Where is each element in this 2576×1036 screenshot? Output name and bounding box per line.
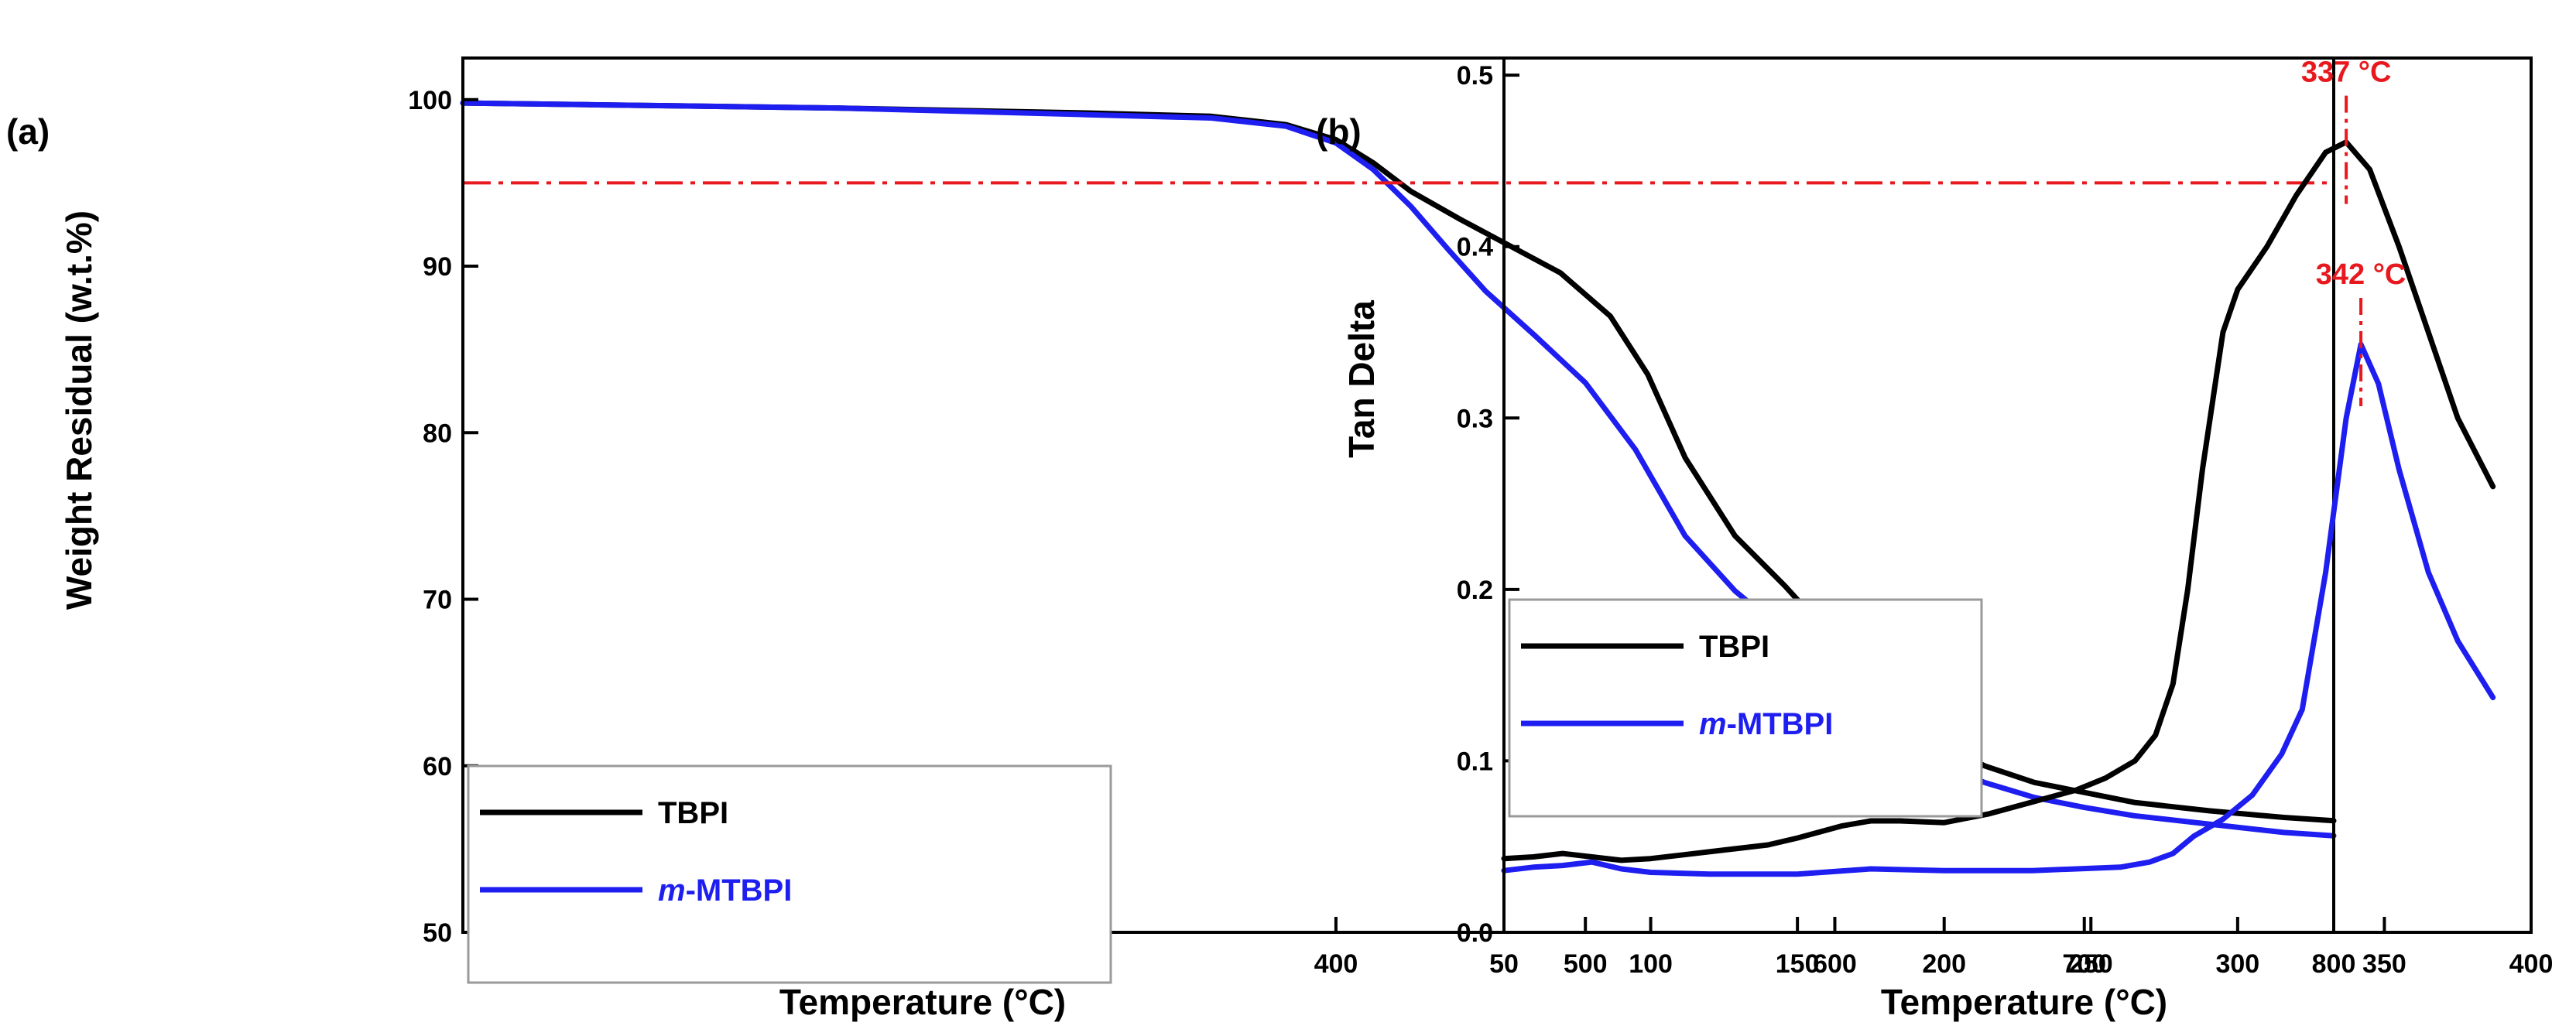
panel-b-annotations-group: 337 °C 342 °C <box>2301 56 2406 407</box>
panel-b-xtick-label: 150 <box>1776 949 1820 979</box>
panel-b-ytick-label: 0.5 <box>1457 61 1493 91</box>
panel-a-xtick-label: 700 <box>2062 949 2106 979</box>
panel-b-ticks-group: 50 100 150 200 250 300 350 400 0.0 0.1 0.2 0.3 0.4 0.… <box>1457 61 2554 979</box>
panel-b-xlabel: Temperature (°C) <box>1881 982 2167 1022</box>
panel-a-ytick-label: 70 <box>423 586 452 615</box>
panel-b-xtick-label: 350 <box>2362 949 2406 979</box>
panel-a-xtick-label: 400 <box>1314 949 1358 979</box>
panel-b-label: (b) <box>1316 111 1362 152</box>
panel-b-legend-label-mmtbpi: m-MTBPI <box>1699 707 1833 741</box>
panel-a-series-group <box>460 100 2337 839</box>
panel-b: (b) Tan Delta Temperature (°C) 337 °C 342… <box>1316 56 2553 1022</box>
panel-a-series-m-mtbpi <box>460 100 2337 839</box>
panel-a-ytick-label: 100 <box>408 86 452 115</box>
panel-b-xtick-label: 250 <box>2069 949 2113 979</box>
panel-b-annotation-label: 337 °C <box>2301 56 2392 89</box>
panel-a-xlabel: Temperature (°C) <box>779 982 1066 1022</box>
panel-b-xtick-label: 300 <box>2215 949 2259 979</box>
panel-b-ytick-label: 0.1 <box>1457 747 1493 776</box>
panel-b-ytick-label: 0.4 <box>1457 233 1493 262</box>
panel-b-ytick-label: 0.0 <box>1457 918 1493 948</box>
panel-a-xtick-label: 500 <box>1564 949 1608 979</box>
panel-a-xtick-label: 600 <box>1813 949 1857 979</box>
panel-a-legend-label-mmtbpi: m-MTBPI <box>658 874 792 908</box>
panel-b-xtick-label: 50 <box>1489 949 1519 979</box>
panel-a-xtick-label: 800 <box>2312 949 2356 979</box>
panel-b-xtick-label: 100 <box>1629 949 1673 979</box>
panel-a-legend-box <box>467 764 1112 984</box>
panel-a-label: (a) <box>6 111 50 152</box>
panel-b-legend-label-tbpi: TBPI <box>1699 630 1769 664</box>
panel-b-xtick-label: 200 <box>1922 949 1966 979</box>
panel-b-legend: TBPI m-MTBPI <box>1508 598 1983 818</box>
panel-a-ytick-label: 50 <box>423 918 452 948</box>
panel-b-series-group <box>1501 139 2496 877</box>
panel-a-ytick-label: 90 <box>423 252 452 282</box>
panel-a-ytick-label: 60 <box>423 752 452 781</box>
panel-a-legend: TBPI m-MTBPI <box>467 764 1112 984</box>
panel-b-annotation-label: 342 °C <box>2316 258 2406 291</box>
panel-b-series-m-mtbpi <box>1501 341 2496 877</box>
panel-b-ytick-label: 0.2 <box>1457 576 1493 605</box>
panel-b-frame <box>1502 56 2533 934</box>
panel-b-ylabel: Tan Delta <box>1341 300 1382 458</box>
panel-a-ytick-label: 80 <box>423 419 452 448</box>
panel-b-series-tbpi <box>1501 139 2496 863</box>
panel-b-ytick-label: 0.3 <box>1457 404 1493 433</box>
panel-a-ylabel: Weight Residual (w.t.%) <box>59 210 99 610</box>
panel-a-legend-label-tbpi: TBPI <box>658 796 728 830</box>
panel-b-xtick-label: 400 <box>2509 949 2554 979</box>
panel-b-legend-box <box>1508 598 1983 818</box>
